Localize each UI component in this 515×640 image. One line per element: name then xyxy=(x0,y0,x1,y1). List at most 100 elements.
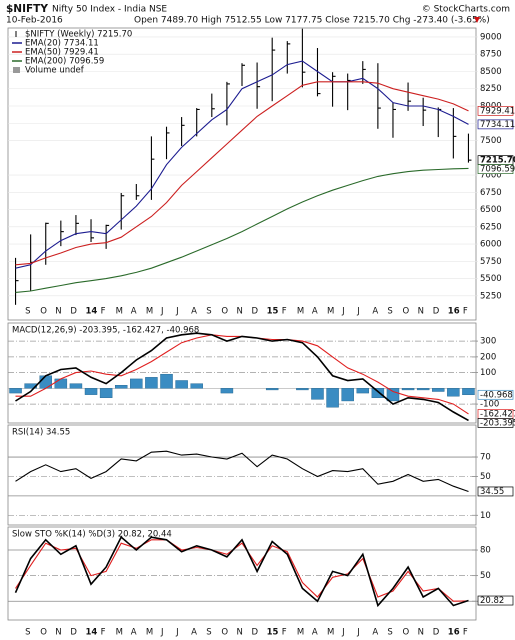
x-tick-label: D xyxy=(252,628,259,638)
y-tick-label: 70 xyxy=(480,453,491,463)
x-tick-label: S xyxy=(25,628,30,638)
legend-label: $NIFTY (Weekly) 7215.70 xyxy=(25,30,132,40)
y-tick-label: 6750 xyxy=(480,188,502,198)
y-tick-label: 5500 xyxy=(480,274,502,284)
x-tick-label: F xyxy=(282,307,287,317)
histogram-bar xyxy=(9,388,22,394)
x-tick-label: J xyxy=(175,628,179,638)
y-tick-label: 5750 xyxy=(480,257,502,267)
value-box xyxy=(477,418,514,428)
x-tick-label: J xyxy=(160,628,164,638)
y-tick-label: 10 xyxy=(480,511,491,521)
x-tick-label: A xyxy=(191,628,197,638)
x-tick-label: O xyxy=(403,628,410,638)
y-tick-label: 6500 xyxy=(480,205,502,215)
histogram-bar xyxy=(220,388,234,394)
x-tick-label: F xyxy=(463,307,468,317)
x-tick-label: M xyxy=(297,307,304,317)
x-tick-label: 14 xyxy=(85,628,97,638)
indicator-line xyxy=(15,60,469,269)
y-tick-label: 50 xyxy=(480,472,491,482)
x-tick-label: A xyxy=(312,628,318,638)
y-tick-label: 200 xyxy=(480,352,496,362)
last-value-label: 7929.41 xyxy=(480,106,515,116)
legend-label: EMA(50) 7929.41 xyxy=(25,48,99,58)
x-tick-label: A xyxy=(312,307,318,317)
y-tick-label: 6250 xyxy=(480,222,502,232)
last-value-label: 20.82 xyxy=(480,596,504,606)
x-tick-label: A xyxy=(372,628,378,638)
value-box xyxy=(477,106,514,116)
panel-title: MACD(12,26,9) -203.395, -162.427, -40.96… xyxy=(12,326,199,336)
y-tick-label: 8250 xyxy=(480,84,502,94)
indicator-line xyxy=(15,539,469,602)
histogram-bar xyxy=(160,373,173,389)
x-tick-label: 15 xyxy=(267,628,279,638)
legend-label: Volume undef xyxy=(25,66,85,76)
x-tick-label: S xyxy=(387,628,392,638)
x-tick-label: N xyxy=(55,628,61,638)
panel-title: RSI(14) 34.55 xyxy=(12,428,70,438)
x-tick-label: A xyxy=(191,307,197,317)
panel-title: Slow STO %K(14) %D(3) 20.82, 20.44 xyxy=(12,530,172,540)
indicator-line xyxy=(14,535,469,608)
indicator-line xyxy=(15,332,469,422)
histogram-bar xyxy=(447,388,460,397)
histogram-bar xyxy=(145,377,158,389)
x-tick-label: F xyxy=(282,628,287,638)
x-tick-label: N xyxy=(418,307,424,317)
x-tick-label: A xyxy=(131,628,137,638)
legend-label: EMA(200) 7096.59 xyxy=(25,57,104,67)
last-value-label: -162.427 xyxy=(480,409,515,419)
x-tick-label: J xyxy=(175,307,179,317)
value-box xyxy=(477,486,514,497)
x-tick-label: S xyxy=(387,307,392,317)
histogram-bar xyxy=(296,388,309,391)
histogram-bar xyxy=(114,385,128,389)
x-tick-label: O xyxy=(40,628,47,638)
last-value-label: 34.55 xyxy=(480,487,504,497)
y-tick-label: 80 xyxy=(480,546,491,556)
y-tick-label: 8500 xyxy=(480,67,502,77)
symbol: $NIFTY xyxy=(6,3,48,15)
last-value-label: 7215.70 xyxy=(480,156,515,166)
last-value-label: -203.395 xyxy=(480,418,515,428)
x-tick-label: 14 xyxy=(85,307,97,317)
histogram-bar xyxy=(371,388,385,399)
histogram-bar xyxy=(175,380,188,389)
y-tick-label: 7000 xyxy=(480,171,502,181)
last-value-label: 7096.59 xyxy=(480,165,515,175)
y-tick-label: 9000 xyxy=(480,32,502,42)
histogram-bar xyxy=(401,388,415,391)
x-tick-label: D xyxy=(433,628,440,638)
quote: Open 7489.70 High 7512.55 Low 7177.75 Cl… xyxy=(134,16,490,26)
x-tick-label: D xyxy=(433,307,440,317)
value-box xyxy=(477,595,514,606)
histogram-bar xyxy=(432,388,445,392)
x-tick-label: F xyxy=(101,628,106,638)
x-tick-label: O xyxy=(403,307,410,317)
value-box xyxy=(477,164,514,174)
x-tick-label: S xyxy=(206,628,211,638)
x-tick-label: N xyxy=(418,628,424,638)
x-tick-label: J xyxy=(356,307,360,317)
y-tick-label: 50 xyxy=(480,571,491,581)
x-tick-label: D xyxy=(70,628,77,638)
x-tick-label: M xyxy=(116,307,123,317)
y-tick-label: 5250 xyxy=(480,291,502,301)
histogram-bar xyxy=(386,388,400,402)
histogram-bar xyxy=(356,388,370,394)
value-box xyxy=(477,389,514,400)
x-tick-label: O xyxy=(221,628,228,638)
histogram-bar xyxy=(39,375,52,389)
x-tick-label: J xyxy=(160,307,164,317)
y-tick-label: 6000 xyxy=(480,240,502,250)
x-tick-label: M xyxy=(327,307,334,317)
legend-label: EMA(20) 7734.11 xyxy=(25,39,99,49)
y-tick-label: -100 xyxy=(480,400,499,410)
histogram-bar xyxy=(190,383,203,389)
x-tick-label: J xyxy=(341,628,345,638)
histogram-bar xyxy=(341,388,354,402)
histogram-bar xyxy=(99,388,113,399)
last-value-label: 7734.11 xyxy=(480,120,515,130)
